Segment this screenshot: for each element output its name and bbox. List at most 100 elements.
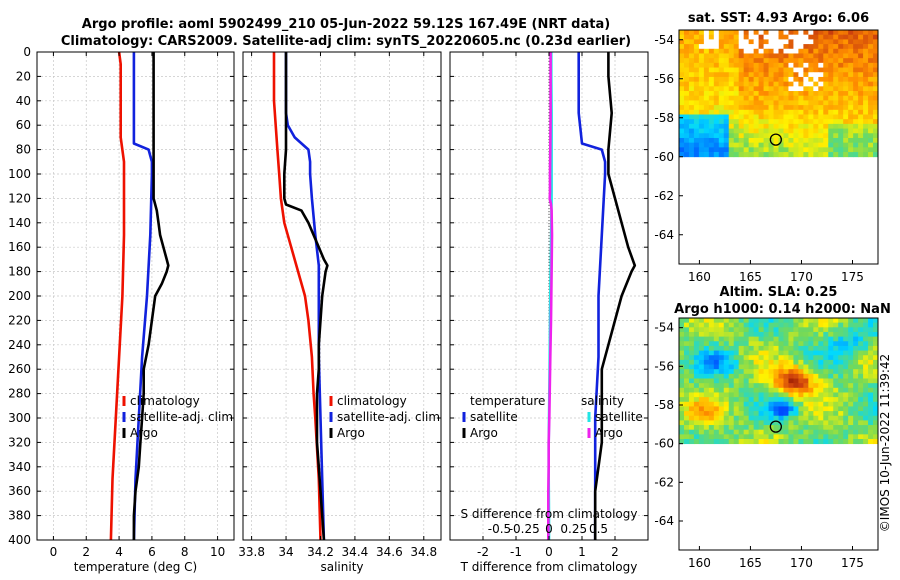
sst_map-cell	[783, 34, 789, 40]
sla_map-cell	[728, 322, 735, 328]
sla_map-cell	[703, 434, 710, 440]
sla_map-cell	[778, 350, 784, 356]
sst_map-cell	[793, 91, 799, 97]
sst_map-cell	[723, 86, 730, 92]
sst_map-cell	[813, 114, 819, 120]
sla_map-cell	[833, 322, 839, 328]
sla_map-cell	[768, 429, 774, 435]
sst_map-cell	[693, 34, 700, 40]
sst_map-cell	[843, 133, 849, 139]
sst_map-cell	[713, 62, 720, 68]
sst_map-cell	[728, 123, 735, 129]
sst_map-cell	[723, 114, 730, 120]
sst_map-cell	[778, 95, 784, 101]
sla_map-cell	[823, 378, 829, 384]
sla_map-cell	[683, 350, 690, 356]
sla_map-cell	[828, 387, 834, 393]
sla_map-cell	[838, 415, 844, 421]
sla_map-cell	[863, 345, 869, 351]
sst_map-cell	[823, 105, 829, 111]
sla_map-cell	[693, 369, 700, 375]
sst_map-cell	[788, 91, 794, 97]
sst_map-cell	[798, 137, 804, 144]
sst_map-cell	[733, 34, 740, 40]
sla_map-cell	[793, 383, 799, 389]
sst_map-cell	[703, 100, 710, 106]
sst_map-cell	[803, 48, 809, 54]
sst_map-cell	[733, 39, 740, 45]
sla_map-cell	[758, 373, 764, 379]
sst_map-cell	[843, 39, 849, 45]
sst_map-cell	[863, 137, 869, 144]
sst_map-cell	[778, 58, 784, 64]
sla_map-cell	[873, 364, 879, 370]
sla_map-cell	[858, 434, 864, 440]
sst_map-cell	[818, 142, 824, 148]
sst_map-cell	[773, 137, 779, 144]
sla_map-cell	[753, 411, 760, 417]
sla_map-cell	[698, 397, 705, 403]
sla_map-cell	[713, 425, 720, 431]
sla_map-cell	[773, 350, 779, 356]
sst_map-cell	[853, 119, 859, 125]
sst_map-cell	[738, 58, 745, 64]
sla_map-cell	[863, 434, 869, 440]
sst_map-cell	[718, 105, 725, 111]
sla_map-cell	[808, 355, 814, 361]
sla_map-cell	[738, 392, 745, 398]
sla_map-cell	[763, 425, 769, 431]
sla_map-cell	[703, 439, 710, 445]
sla_map-cell	[738, 341, 745, 347]
sla_map-cell	[863, 392, 869, 398]
sla_map-cell	[718, 429, 725, 435]
sla_map-cell	[838, 401, 844, 407]
sst_map-cell	[778, 133, 784, 139]
sst_map-cell	[743, 142, 750, 148]
sst_map-cell	[733, 86, 740, 92]
sst_map-cell	[743, 137, 750, 144]
sla_map-cell	[763, 415, 769, 421]
sst_map-cell	[708, 58, 715, 64]
sst_map-cell	[808, 147, 814, 153]
sla_map-cell	[793, 359, 799, 365]
sst_map-cell	[808, 119, 814, 125]
sla_map-cell	[679, 411, 685, 417]
sla_map-cell	[843, 336, 849, 342]
sst_map-cell	[828, 34, 834, 40]
sla_map-cell	[828, 401, 834, 407]
sla_map-cell	[758, 434, 764, 440]
sla_map-cell	[718, 411, 725, 417]
sst_map-cell	[723, 123, 730, 129]
sla_map-cell	[718, 331, 725, 338]
sla_map-cell	[808, 350, 814, 356]
sla_map-cell	[708, 331, 715, 338]
sst_map-cell	[758, 81, 764, 87]
sla_map-cell	[778, 415, 784, 421]
sst_map-cell	[743, 119, 750, 125]
sst_map-cell	[748, 30, 755, 36]
sla_map-cell	[798, 327, 804, 333]
sla_map-cell	[773, 331, 779, 338]
sla_map-cell	[818, 397, 824, 403]
sst_map-cell	[703, 34, 710, 40]
sst_map-cell	[723, 109, 730, 115]
sla_map-cell	[828, 406, 834, 412]
difference-xlabel: T difference from climatology	[460, 560, 638, 574]
sst_map-cell	[788, 123, 794, 129]
sst_map-cell	[718, 109, 725, 115]
sst_map-cell	[823, 95, 829, 101]
difference-legend-temperature-title: temperature	[470, 394, 545, 408]
sst_map-cell	[798, 81, 804, 87]
sla_map-cell	[808, 392, 814, 398]
sla_map-cell	[833, 355, 839, 361]
sla_map-cell	[743, 331, 750, 338]
sla_map-cell	[738, 397, 745, 403]
sla_map-cell	[823, 355, 829, 361]
sla_map-cell	[803, 415, 809, 421]
sla_map-cell	[768, 369, 774, 375]
sst_map-cell	[698, 86, 705, 92]
sst_map-cell	[803, 109, 809, 115]
sla_map-cell	[698, 415, 705, 421]
sla_map-cell	[818, 331, 824, 338]
sst_map-cell	[728, 72, 735, 78]
